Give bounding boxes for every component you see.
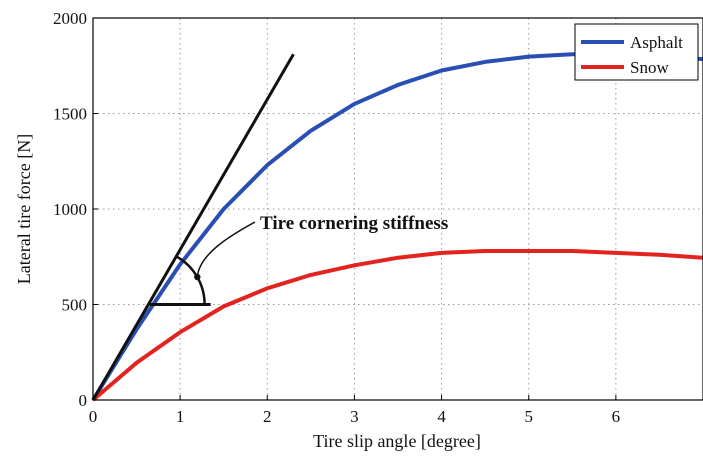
legend-label-snow: Snow [630,58,669,77]
x-tick-label: 0 [89,407,98,426]
annotation-leader-line [196,221,256,278]
y-tick-label: 1500 [53,105,87,124]
x-tick-label: 5 [524,407,533,426]
x-tick-label: 3 [350,407,359,426]
cornering-stiffness-annotation: Tire cornering stiffness [91,53,448,401]
legend-box [574,23,699,81]
y-tick-label: 0 [79,391,88,410]
y-axis-title: Lateral tire force [N] [14,134,34,284]
x-tick-label: 4 [437,407,446,426]
x-tick-label: 1 [176,407,185,426]
y-tick-label: 500 [62,296,88,315]
grid-lines [93,18,703,400]
series-line-snow [91,249,703,402]
x-tick-label: 2 [263,407,272,426]
legend-label-asphalt: Asphalt [630,33,683,52]
tangent-line [91,53,295,401]
y-tick-label: 1000 [53,200,87,219]
axis-ticks: 0 1 2 3 4 5 6 0 500 1000 1500 2000 [53,9,620,426]
y-tick-label: 2000 [53,9,87,28]
annotation-label: Tire cornering stiffness [260,213,448,234]
x-tick-label: 6 [612,407,621,426]
legend: Asphalt Snow [574,23,699,81]
x-axis-title: Tire slip angle [degree] [313,431,481,451]
